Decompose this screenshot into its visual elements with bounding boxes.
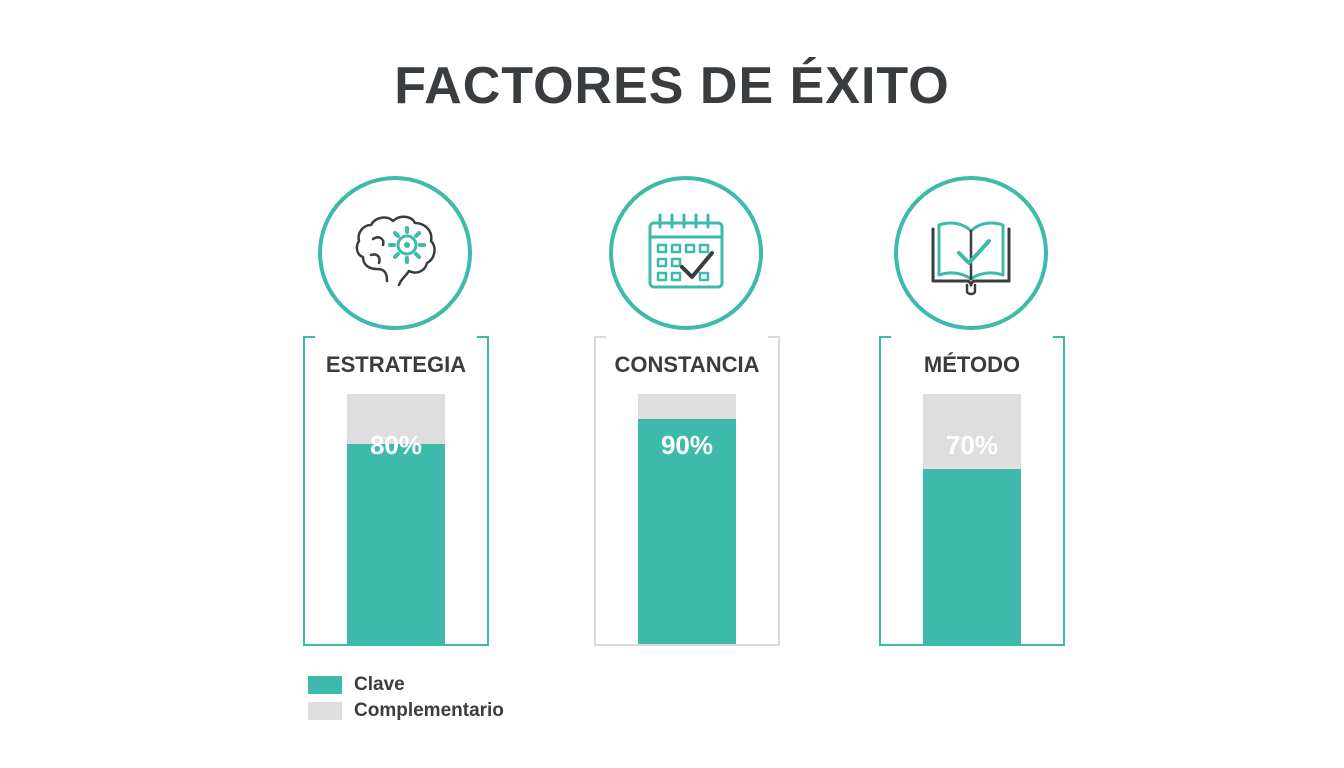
bar-track: 90% xyxy=(638,394,736,644)
bar-fill xyxy=(638,419,736,644)
brain-gear-icon xyxy=(355,215,436,287)
category-label: ESTRATEGIA xyxy=(325,352,467,377)
bar-fill xyxy=(923,469,1021,644)
bar-value-label: 80% xyxy=(369,430,423,460)
factor-frame xyxy=(879,336,1065,646)
calendar-check-icon xyxy=(648,213,724,289)
factor-metodo: MÉTODO 70% xyxy=(879,0,1069,768)
legend-swatch xyxy=(308,676,342,694)
icon-circle xyxy=(609,176,763,330)
icon-circle xyxy=(894,176,1048,330)
legend-swatch xyxy=(308,702,342,720)
bar-track: 80% xyxy=(347,394,445,644)
book-check-icon xyxy=(931,221,1011,296)
bar-fill xyxy=(347,444,445,644)
legend-item-complementario: Complementario xyxy=(308,698,504,724)
bar-value-label: 70% xyxy=(945,430,999,460)
legend-label: Clave xyxy=(354,674,405,695)
factor-constancia: CONSTANCIA 90% xyxy=(594,0,784,768)
bar-value-label: 90% xyxy=(660,430,714,460)
category-label: CONSTANCIA xyxy=(614,352,760,377)
chart-title: FACTORES DE ÉXITO xyxy=(394,57,950,115)
bar-track: 70% xyxy=(923,394,1021,644)
icon-circle xyxy=(318,176,472,330)
legend-label: Complementario xyxy=(354,700,504,721)
legend-item-clave: Clave xyxy=(308,672,504,698)
factor-frame xyxy=(303,336,489,646)
factor-estrategia: ESTRATEGIA 80% xyxy=(303,0,493,768)
legend: Clave Complementario xyxy=(308,672,504,724)
factor-frame xyxy=(594,336,780,646)
category-label: MÉTODO xyxy=(923,352,1021,377)
